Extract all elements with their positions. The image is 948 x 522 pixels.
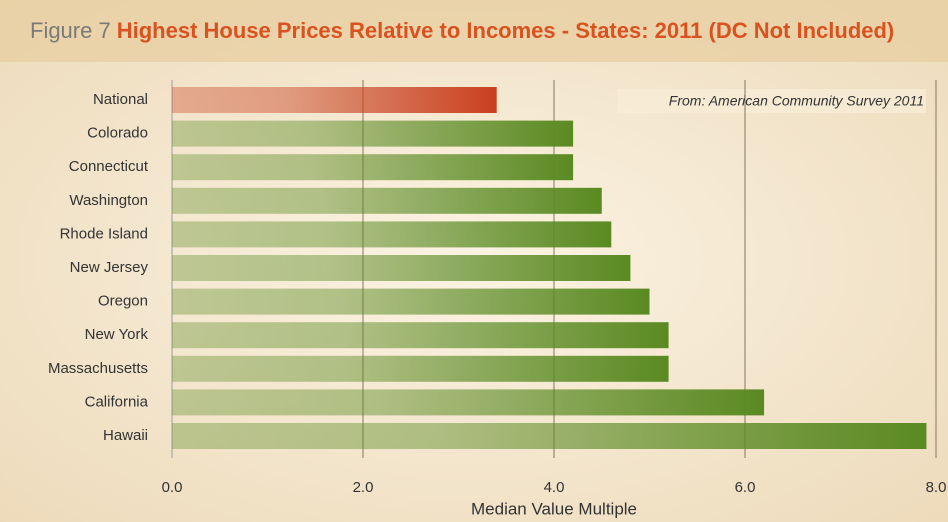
annotation-bg [618, 89, 926, 113]
y-tick-label: Connecticut [69, 158, 149, 175]
bar [172, 288, 650, 315]
bar [172, 187, 602, 214]
y-tick-label: New Jersey [70, 259, 149, 276]
bar [172, 87, 497, 113]
x-tick-label: 2.0 [353, 479, 374, 496]
annotation: From: American Community Survey 2011 [669, 93, 924, 109]
y-tick-label: Colorado [87, 125, 148, 142]
bar [172, 423, 927, 449]
y-tick-label: Washington [69, 192, 148, 209]
x-tick-label: 8.0 [926, 479, 947, 496]
y-tick-label: National [93, 91, 148, 108]
bar [172, 154, 574, 181]
x-tick-label: 0.0 [162, 479, 183, 496]
bar [172, 322, 669, 349]
x-tick-label: 6.0 [735, 479, 756, 496]
y-tick-label: Massachusetts [48, 360, 148, 377]
y-tick-label: Rhode Island [60, 225, 148, 242]
figure-label: Figure 7 Highest House Prices Relative to… [30, 18, 894, 43]
bar [172, 221, 612, 248]
y-tick-label: New York [85, 326, 149, 343]
bar [172, 120, 574, 147]
bar [172, 389, 765, 416]
bar [172, 255, 631, 281]
bar [172, 355, 669, 382]
x-axis-label: Median Value Multiple [471, 499, 637, 518]
y-tick-label: Oregon [98, 293, 148, 310]
x-tick-label: 4.0 [544, 479, 565, 496]
y-tick-label: California [85, 393, 149, 410]
figure-label-text: Figure 7 [30, 18, 111, 43]
y-tick-label: Hawaii [103, 427, 148, 444]
header-band [0, 0, 948, 62]
chart-title: Highest House Prices Relative to Incomes… [117, 18, 895, 43]
